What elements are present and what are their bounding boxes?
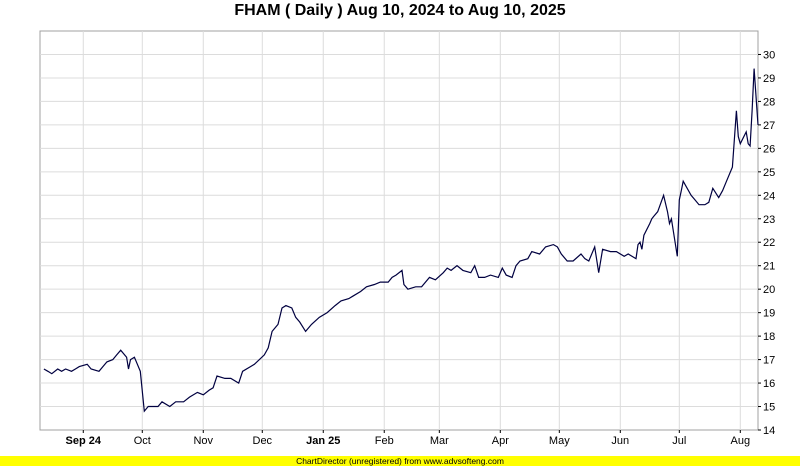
y-tick-label: 20 bbox=[763, 284, 775, 296]
y-tick-label: 28 bbox=[763, 96, 775, 108]
y-tick-label: 15 bbox=[763, 402, 775, 414]
y-tick-label: 16 bbox=[763, 378, 775, 390]
y-tick-label: 26 bbox=[763, 143, 775, 155]
x-tick-label: Feb bbox=[375, 435, 394, 447]
y-tick-label: 29 bbox=[763, 73, 775, 85]
y-tick-label: 22 bbox=[763, 237, 775, 249]
y-tick-label: 30 bbox=[763, 49, 775, 61]
price-line bbox=[43, 68, 759, 413]
plot-area bbox=[39, 30, 759, 431]
x-tick-label: Aug bbox=[731, 435, 751, 447]
grid bbox=[40, 31, 758, 430]
x-tick-label: May bbox=[549, 435, 570, 447]
y-tick-label: 18 bbox=[763, 331, 775, 343]
x-tick-label: Mar bbox=[430, 435, 449, 447]
x-tick-label: Jul bbox=[672, 435, 686, 447]
y-axis: 14 15 16 17 18 19 20 21 22 23 24 25 26 27 28 29 30 bbox=[758, 49, 775, 437]
x-tick-label: Sep 24 bbox=[66, 435, 102, 447]
y-tick-label: 27 bbox=[763, 120, 775, 132]
x-tick-label: Nov bbox=[193, 435, 213, 447]
y-tick-label: 21 bbox=[763, 261, 775, 273]
x-tick-label: Oct bbox=[134, 435, 151, 447]
y-tick-label: 24 bbox=[763, 190, 775, 202]
y-tick-label: 25 bbox=[763, 167, 775, 179]
x-tick-label: Jun bbox=[611, 435, 629, 447]
chart-title: FHAM ( Daily ) Aug 10, 2024 to Aug 10, 2… bbox=[234, 2, 566, 19]
y-tick-label: 17 bbox=[763, 355, 775, 367]
x-axis: Sep 24 Oct Nov Dec Jan 25 Feb Mar Apr May Jun Jul A… bbox=[66, 430, 751, 447]
y-tick-label: 14 bbox=[763, 425, 775, 437]
y-tick-label: 23 bbox=[763, 214, 775, 226]
x-tick-label: Dec bbox=[253, 435, 273, 447]
x-tick-label: Apr bbox=[492, 435, 509, 447]
x-tick-label: Jan 25 bbox=[306, 435, 340, 447]
footer-credit: ChartDirector (unregistered) from www.ad… bbox=[0, 456, 800, 466]
y-tick-label: 19 bbox=[763, 308, 775, 320]
